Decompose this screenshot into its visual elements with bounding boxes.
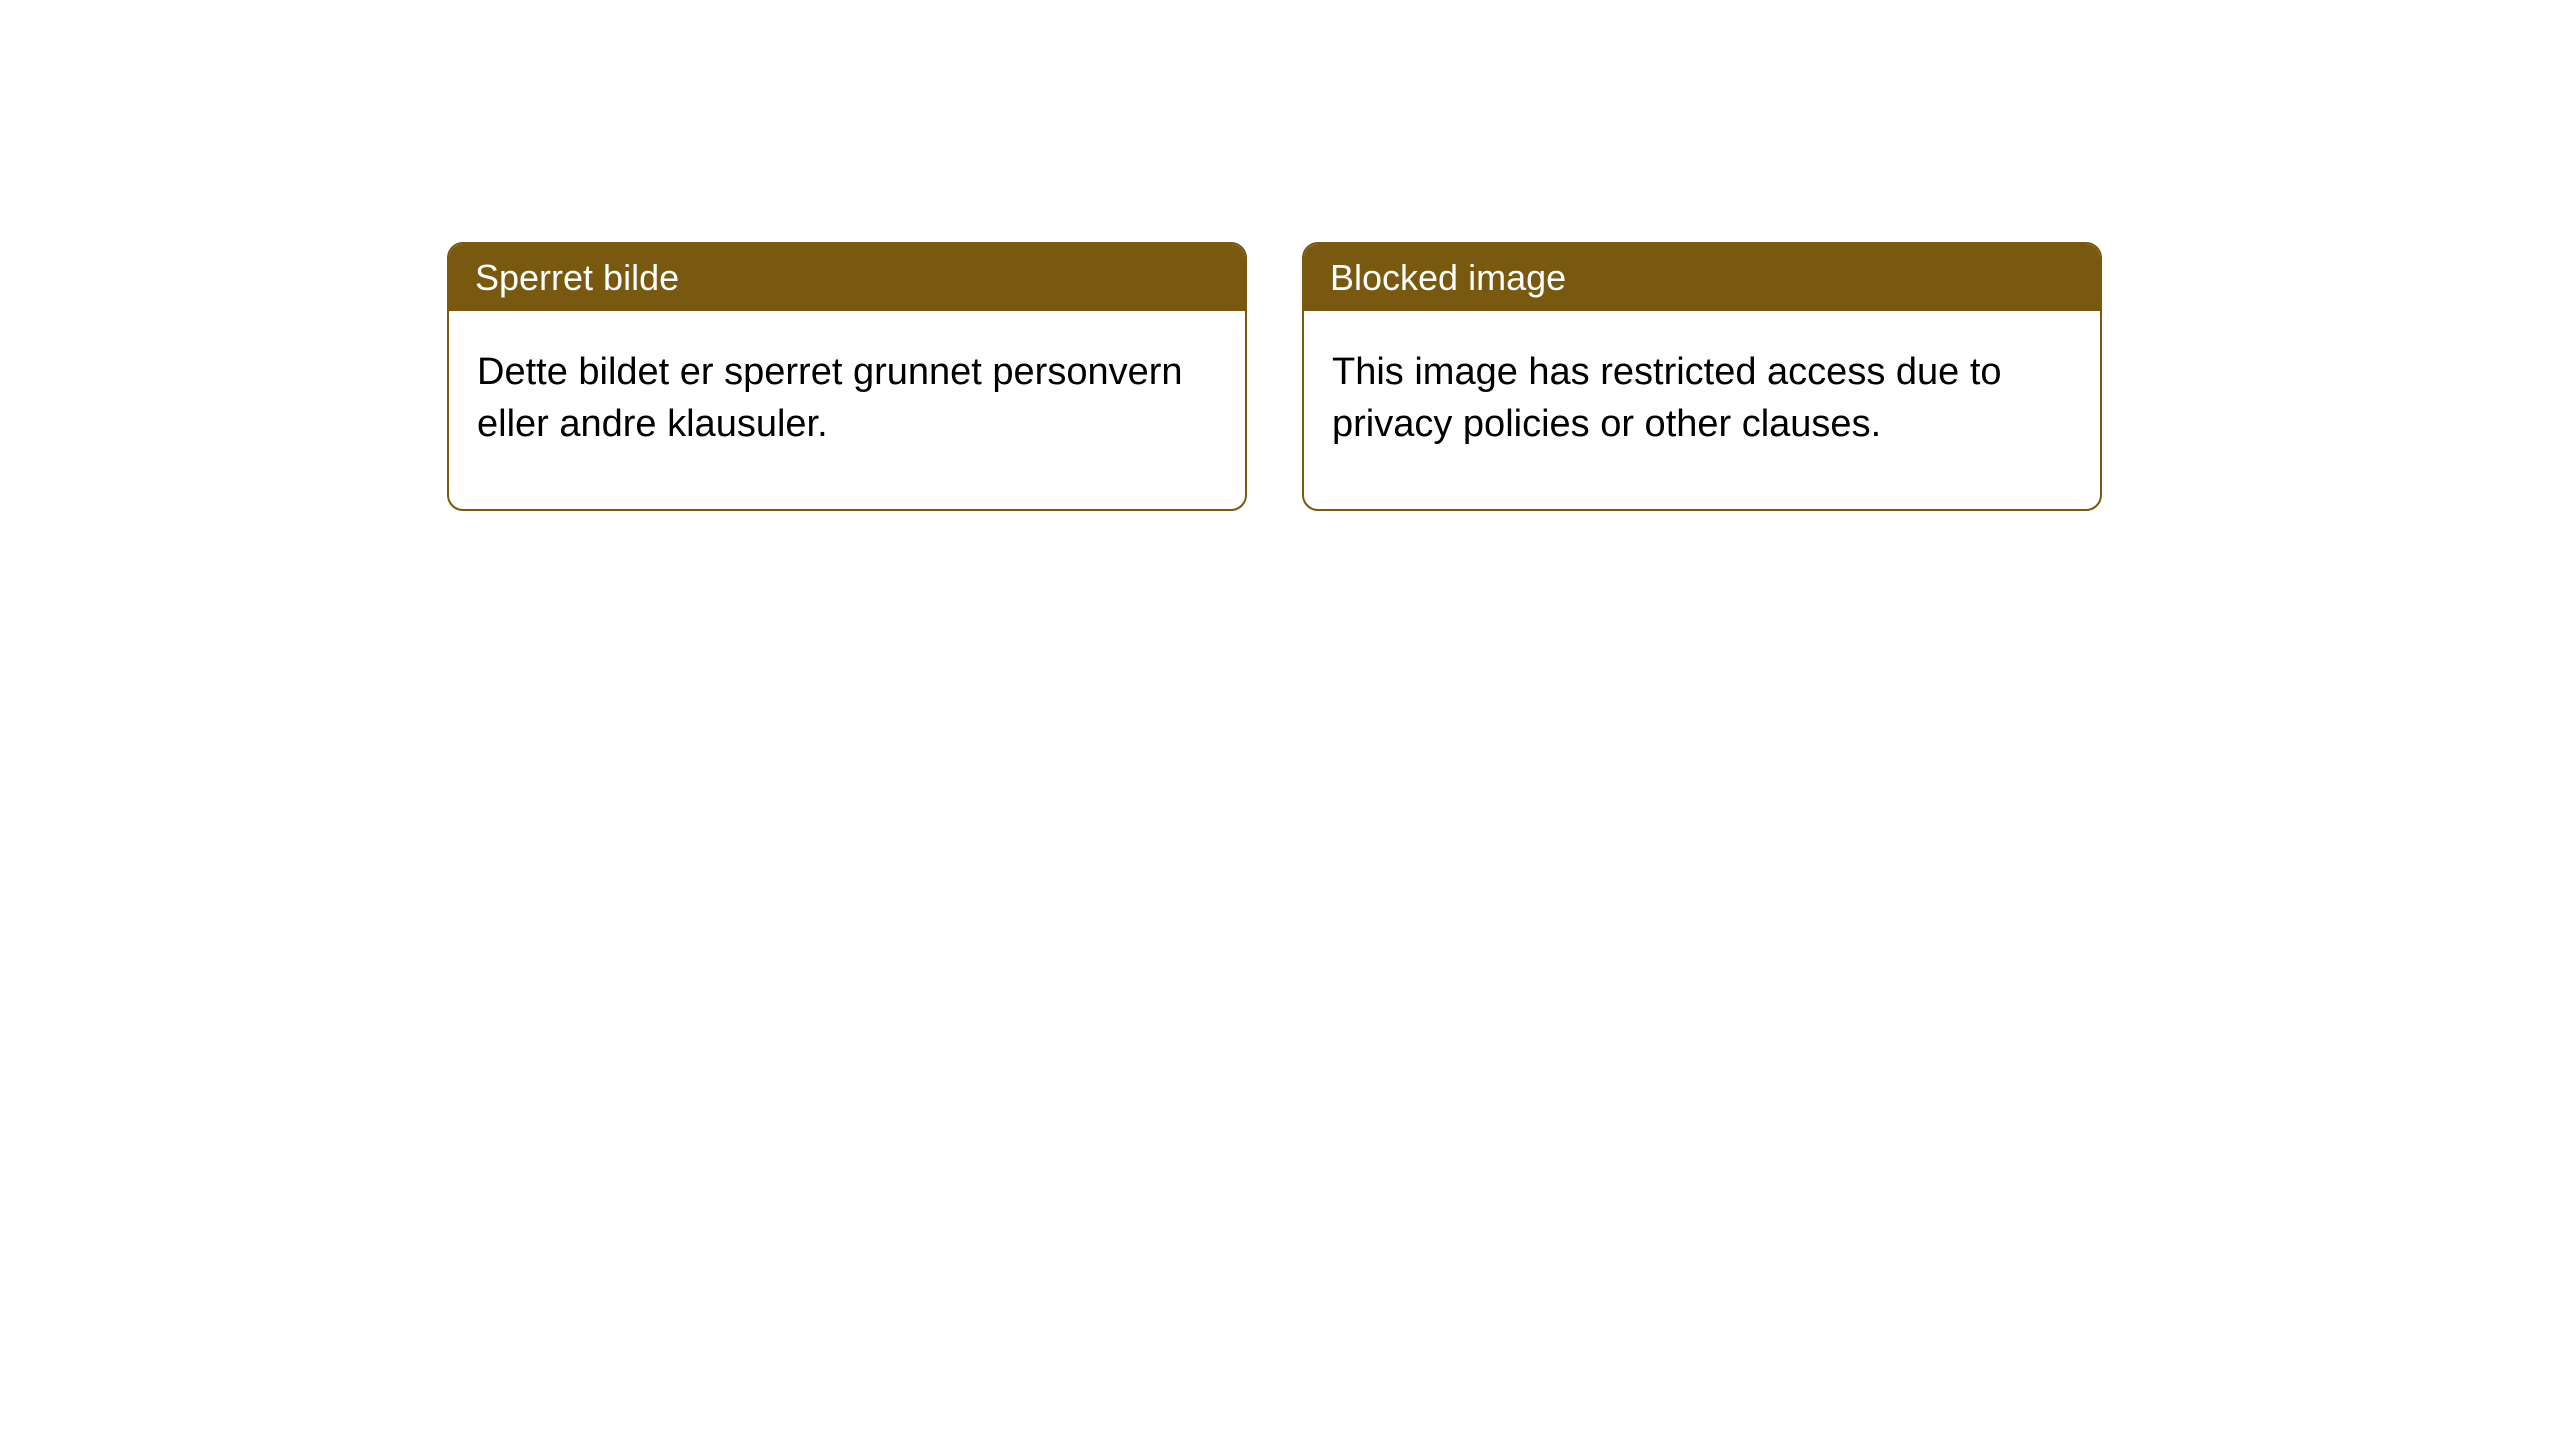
notice-title-english: Blocked image — [1304, 244, 2100, 311]
notice-body-english: This image has restricted access due to … — [1304, 311, 2100, 508]
notice-body-norwegian: Dette bildet er sperret grunnet personve… — [449, 311, 1245, 508]
notice-title-norwegian: Sperret bilde — [449, 244, 1245, 311]
notice-card-norwegian: Sperret bilde Dette bildet er sperret gr… — [447, 242, 1247, 511]
notice-card-english: Blocked image This image has restricted … — [1302, 242, 2102, 511]
notice-container: Sperret bilde Dette bildet er sperret gr… — [447, 242, 2102, 511]
